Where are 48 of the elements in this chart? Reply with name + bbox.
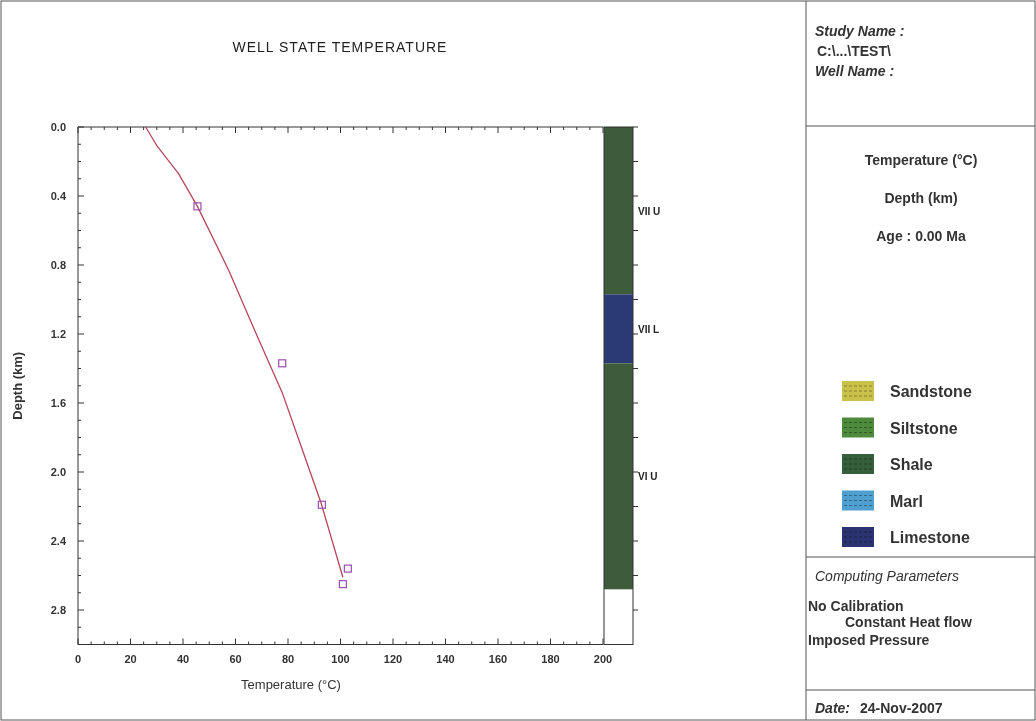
category-label: Limestone [890, 529, 971, 546]
y-tick-label: 0.4 [50, 190, 67, 202]
text: Imposed Pressure [808, 632, 930, 648]
y-tick-label: 2.4 [50, 535, 67, 547]
point [278, 359, 287, 368]
y-tick-label: 2.0 [50, 466, 66, 478]
point [193, 202, 202, 211]
text: Age : 0.00 Ma [876, 228, 966, 244]
text: Constant Heat flow [845, 614, 972, 630]
y-tick-label: 0.0 [50, 121, 66, 133]
x-tick-label: 200 [593, 652, 613, 665]
y-tick-label: 2.8 [50, 604, 66, 616]
x-tick-label: 140 [436, 652, 455, 665]
y-tick-label: 1.6 [50, 397, 66, 409]
x-tick-label: 80 [281, 652, 295, 665]
text: Computing Parameters [815, 568, 959, 584]
x-tick-label: 120 [383, 652, 403, 665]
text: Well Name : [815, 63, 895, 79]
point [338, 580, 347, 589]
text: Study Name : [815, 23, 905, 39]
text: Temperature (°C) [864, 152, 978, 168]
line-series [145, 126, 344, 578]
x-axis-title: Temperature (°C) [241, 676, 341, 692]
y-tick-label: 1.2 [50, 328, 66, 340]
chart-title: WELL STATE TEMPERATURE [232, 39, 448, 55]
x-tick-label: 0 [74, 652, 82, 665]
x-tick-label: 180 [541, 652, 560, 665]
series-label: VII U [638, 205, 661, 217]
text: Depth (km) [884, 190, 958, 206]
category-label: Shale [890, 456, 933, 473]
category-label: Sandstone [890, 383, 972, 400]
text: Date: [815, 700, 851, 716]
x-tick-label: 20 [124, 652, 137, 665]
category-label: Marl [890, 492, 923, 510]
x-tick-label: 100 [331, 652, 350, 665]
x-tick-label: 60 [229, 652, 242, 665]
series-label: VI U [638, 471, 658, 483]
point [343, 564, 352, 573]
text: C:\...\TEST\ [817, 43, 891, 59]
category-label: Siltstone [890, 419, 958, 437]
text: 24-Nov-2007 [860, 700, 943, 716]
y-tick-label: 0.8 [50, 259, 66, 271]
point [317, 500, 326, 509]
y-axis-title: Depth (km) [10, 351, 25, 420]
x-tick-label: 160 [488, 652, 508, 665]
x-tick-label: 40 [176, 652, 190, 665]
series-label: VII L [638, 323, 660, 335]
text: No Calibration [808, 598, 904, 614]
